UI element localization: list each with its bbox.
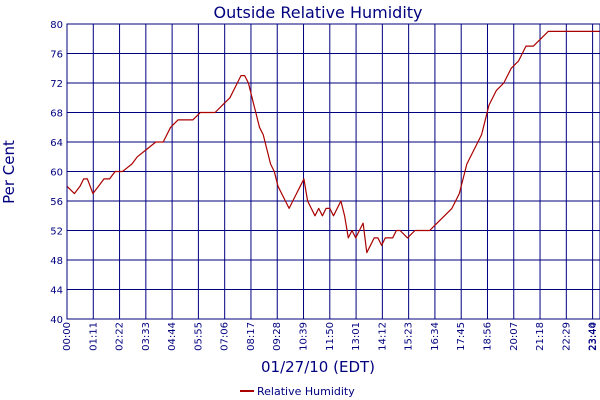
x-tick-label: 03:33 (141, 322, 152, 351)
y-tick-label: 80 (50, 20, 63, 31)
legend-label: Relative Humidity (257, 385, 355, 398)
x-tick-label: 15:23 (404, 322, 415, 351)
x-tick-label: 13:01 (351, 322, 362, 351)
y-tick-label: 72 (50, 79, 63, 90)
y-tick-label: 56 (50, 197, 63, 208)
y-tick-label: 68 (50, 109, 63, 120)
x-tick-label: 07:06 (220, 322, 231, 351)
chart-title: Outside Relative Humidity (213, 3, 422, 22)
x-tick-label: 21:18 (535, 322, 546, 351)
x-tick-label: 22:29 (561, 322, 572, 351)
y-tick-label: 40 (50, 315, 63, 326)
x-axis-label: 01/27/10 (EDT) (261, 358, 375, 376)
series-layer (66, 30, 600, 254)
x-tick-label: 09:28 (272, 322, 283, 351)
x-tick-label: 05:55 (193, 322, 204, 351)
y-tick-label: 52 (50, 227, 63, 238)
x-tick-label: 23:40 (588, 322, 599, 351)
plot-border (66, 23, 600, 320)
plot-area (66, 23, 600, 320)
y-tick-label: 44 (50, 286, 63, 297)
y-axis-label: Per Cent (0, 140, 18, 204)
x-tick-label: 20:07 (509, 322, 520, 351)
legend: Relative Humidity (240, 385, 355, 398)
x-tick-label: 00:00 (62, 322, 73, 351)
x-tick-label: 14:12 (377, 322, 388, 351)
x-tick-label: 23:44 (588, 322, 599, 351)
x-tick-label: 01:11 (88, 322, 99, 351)
x-tick-label: 04:44 (167, 322, 178, 351)
x-tick-label: 17:45 (456, 322, 467, 351)
x-axis-ticks: 00:00 01:11 02:22 03:33 04:44 05:55 07:06 08:17… (62, 322, 599, 351)
y-axis-ticks: 40 44 48 52 56 60 64 68 72 76 80 (50, 20, 63, 326)
y-tick-label: 48 (50, 256, 63, 267)
x-tick-label: 11:50 (325, 322, 336, 351)
x-tick-label: 18:56 (482, 322, 493, 351)
y-tick-label: 60 (50, 168, 63, 179)
series-line-relative-humidity (66, 30, 600, 254)
x-tick-label: 16:34 (430, 322, 441, 351)
x-tick-label: 08:17 (246, 322, 257, 351)
y-tick-label: 64 (50, 138, 63, 149)
x-tick-label: 02:22 (115, 322, 126, 351)
y-tick-label: 76 (50, 50, 63, 61)
x-tick-label: 10:39 (299, 322, 310, 351)
